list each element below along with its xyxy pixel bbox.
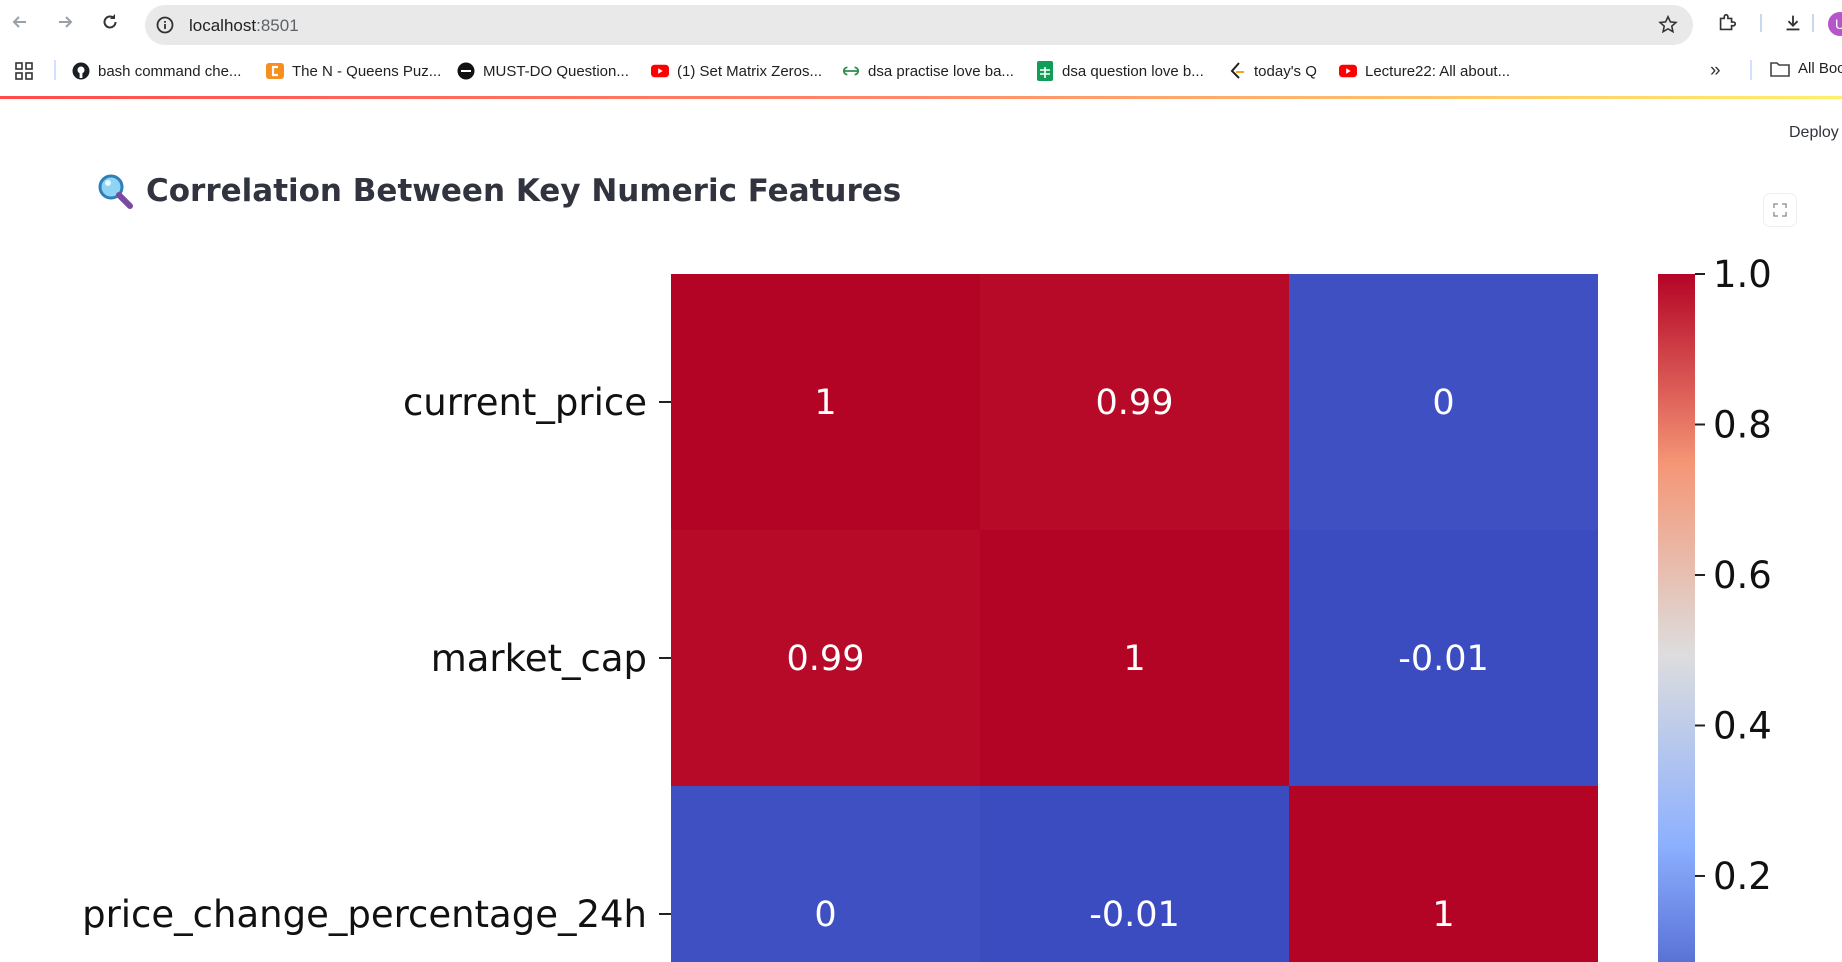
colorbar xyxy=(1658,274,1695,962)
geeksforgeeks-icon xyxy=(842,62,860,80)
bookmark-star-icon[interactable] xyxy=(1657,14,1679,36)
folder-icon xyxy=(1770,61,1790,77)
page-title-row: Correlation Between Key Numeric Features xyxy=(96,172,901,210)
bookmark-item[interactable]: (1) Set Matrix Zeros... xyxy=(651,60,822,82)
youtube-icon xyxy=(1339,62,1357,80)
heatmap-cell xyxy=(1289,530,1598,786)
toolbar-divider xyxy=(1760,14,1762,32)
bookmarks-bar: bash command che... The N - Queens Puz..… xyxy=(0,48,1842,92)
magnifying-glass-icon xyxy=(98,174,133,209)
heatmap-cell xyxy=(671,274,980,530)
app-decoration-bar xyxy=(0,96,1842,99)
heatmap-cell xyxy=(980,274,1289,530)
bookmark-item[interactable]: today's Q xyxy=(1228,60,1317,82)
cell-value-label: -0.01 xyxy=(1089,895,1180,935)
deploy-button[interactable]: Deploy xyxy=(1789,124,1839,141)
row-tick-label: market_cap xyxy=(431,637,647,680)
all-bookmarks-button[interactable]: All Boo xyxy=(1770,60,1842,77)
bookmark-label: MUST-DO Question... xyxy=(483,62,629,80)
expand-icon xyxy=(1773,203,1787,217)
bookmark-label: today's Q xyxy=(1254,62,1317,80)
bookmark-label: (1) Set Matrix Zeros... xyxy=(677,62,823,80)
heatmap-cell xyxy=(980,530,1289,786)
url-port: :8501 xyxy=(256,16,299,35)
url-host: localhost xyxy=(189,16,257,35)
tuf-icon xyxy=(457,62,475,80)
more-bookmarks-button[interactable]: » xyxy=(1710,60,1721,81)
bookmark-label: dsa practise love ba... xyxy=(868,62,1014,80)
reload-button[interactable] xyxy=(99,11,121,33)
bookmark-item[interactable]: dsa question love b... xyxy=(1036,60,1204,82)
bookmark-item[interactable]: bash command che... xyxy=(72,60,241,82)
bookmark-item[interactable]: MUST-DO Question... xyxy=(457,60,629,82)
profile-avatar[interactable]: U xyxy=(1828,12,1842,36)
cell-value-label: 0.99 xyxy=(1096,383,1174,423)
toolbar-divider xyxy=(1812,14,1814,32)
colorbar-tick-label: 0.8 xyxy=(1713,403,1772,446)
github-icon xyxy=(72,62,90,80)
arrow-left-icon xyxy=(12,16,26,28)
bookmarks-divider xyxy=(1750,60,1752,80)
colorbar-tick-label: 0.4 xyxy=(1713,704,1772,747)
bookmark-item[interactable]: Lecture22: All about... xyxy=(1339,60,1510,82)
browser-toolbar: localhost:8501 U xyxy=(0,0,1842,45)
bookmark-label: The N - Queens Puz... xyxy=(292,62,442,80)
cell-value-label: 1 xyxy=(814,383,836,423)
colorbar-tick-label: 0.6 xyxy=(1713,554,1772,597)
bookmark-label: Lecture22: All about... xyxy=(1365,62,1511,80)
colorbar-tick-label: 1.0 xyxy=(1713,253,1772,296)
cell-value-label: 1 xyxy=(1432,895,1454,935)
bookmark-item[interactable]: dsa practise love ba... xyxy=(842,60,1014,82)
row-tick-label: current_price xyxy=(403,381,647,424)
cell-value-label: 0 xyxy=(814,895,836,935)
youtube-icon xyxy=(651,62,669,80)
apps-grid-icon[interactable] xyxy=(15,62,33,80)
cell-value-label: -0.01 xyxy=(1398,639,1489,679)
arrow-right-icon xyxy=(59,16,73,28)
heatmap-cell xyxy=(1289,274,1598,530)
heatmap-cell xyxy=(671,530,980,786)
bookmark-label: bash command che... xyxy=(98,62,242,80)
fullscreen-button[interactable] xyxy=(1764,194,1796,226)
heatmap-cell xyxy=(671,786,980,962)
page-title: Correlation Between Key Numeric Features xyxy=(146,173,902,209)
download-icon[interactable] xyxy=(1782,12,1804,34)
url-text[interactable]: localhost:8501 xyxy=(189,16,299,36)
cell-value-label: 0.99 xyxy=(787,639,865,679)
site-info-icon[interactable] xyxy=(155,15,175,35)
codestudio-icon xyxy=(266,62,284,80)
bookmark-item[interactable]: The N - Queens Puz... xyxy=(266,60,441,82)
row-tick-label: price_change_percentage_24h xyxy=(82,893,647,936)
google-sheets-icon xyxy=(1036,61,1054,81)
bookmark-label: dsa question love b... xyxy=(1062,62,1204,80)
bookmarks-divider xyxy=(54,60,56,80)
extensions-icon[interactable] xyxy=(1716,12,1738,34)
heatmap-cell xyxy=(1289,786,1598,962)
back-button[interactable] xyxy=(9,11,31,33)
all-bookmarks-label: All Boo xyxy=(1798,60,1842,77)
reload-icon xyxy=(103,14,117,29)
address-bar[interactable]: localhost:8501 xyxy=(145,5,1693,45)
forward-button[interactable] xyxy=(54,11,76,33)
cell-value-label: 0 xyxy=(1432,383,1454,423)
leetcode-icon xyxy=(1228,62,1246,80)
colorbar-tick-label: 0.2 xyxy=(1713,855,1772,898)
cell-value-label: 1 xyxy=(1123,639,1145,679)
heatmap-cell xyxy=(980,786,1289,962)
